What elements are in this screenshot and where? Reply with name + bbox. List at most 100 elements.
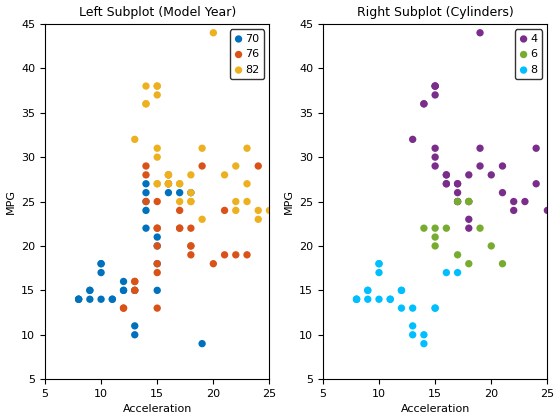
- 8: [352, 296, 361, 302]
- 8: [363, 287, 372, 294]
- 6: [442, 225, 451, 231]
- 8: [352, 296, 361, 302]
- 6: [464, 198, 473, 205]
- 4: [464, 198, 473, 205]
- Legend: 70, 76, 82: 70, 76, 82: [230, 29, 264, 79]
- 76: [186, 252, 195, 258]
- 8: [363, 296, 372, 302]
- 70: [130, 323, 139, 329]
- 70: [85, 287, 94, 294]
- 82: [231, 198, 240, 205]
- 82: [186, 198, 195, 205]
- 76: [209, 260, 218, 267]
- 4: [543, 207, 552, 214]
- 4: [464, 216, 473, 223]
- 76: [142, 163, 151, 169]
- 4: [475, 145, 484, 152]
- 76: [153, 243, 162, 249]
- 82: [175, 198, 184, 205]
- 8: [431, 305, 440, 312]
- 4: [509, 198, 518, 205]
- 4: [431, 83, 440, 89]
- 4: [453, 181, 462, 187]
- 76: [153, 260, 162, 267]
- 82: [186, 189, 195, 196]
- 70: [175, 189, 184, 196]
- 8: [408, 305, 417, 312]
- 82: [209, 29, 218, 36]
- 82: [142, 100, 151, 107]
- 76: [220, 207, 229, 214]
- 6: [431, 225, 440, 231]
- 8: [442, 269, 451, 276]
- 4: [453, 181, 462, 187]
- 4: [431, 145, 440, 152]
- 4: [498, 189, 507, 196]
- Legend: 4, 6, 8: 4, 6, 8: [515, 29, 542, 79]
- 8: [408, 323, 417, 329]
- X-axis label: Acceleration: Acceleration: [123, 404, 192, 415]
- 82: [231, 163, 240, 169]
- 70: [119, 278, 128, 285]
- 82: [220, 171, 229, 178]
- 8: [386, 296, 395, 302]
- 82: [164, 181, 173, 187]
- 82: [164, 181, 173, 187]
- 82: [254, 216, 263, 223]
- 76: [186, 243, 195, 249]
- Y-axis label: MPG: MPG: [6, 189, 16, 214]
- 76: [242, 252, 251, 258]
- 4: [442, 181, 451, 187]
- 70: [108, 296, 117, 302]
- 76: [198, 163, 207, 169]
- 8: [453, 269, 462, 276]
- 8: [408, 331, 417, 338]
- 82: [164, 171, 173, 178]
- 8: [431, 305, 440, 312]
- 8: [397, 305, 406, 312]
- 82: [153, 83, 162, 89]
- 82: [175, 181, 184, 187]
- 76: [254, 163, 263, 169]
- 82: [186, 198, 195, 205]
- 70: [142, 207, 151, 214]
- 4: [509, 207, 518, 214]
- 76: [153, 198, 162, 205]
- 82: [231, 207, 240, 214]
- 70: [74, 296, 83, 302]
- 76: [153, 225, 162, 231]
- Title: Right Subplot (Cylinders): Right Subplot (Cylinders): [357, 5, 514, 18]
- 70: [153, 234, 162, 240]
- 82: [142, 83, 151, 89]
- 70: [142, 181, 151, 187]
- 70: [119, 287, 128, 294]
- 82: [198, 145, 207, 152]
- 6: [464, 198, 473, 205]
- 76: [142, 198, 151, 205]
- 4: [453, 189, 462, 196]
- 4: [442, 181, 451, 187]
- 82: [242, 181, 251, 187]
- X-axis label: Acceleration: Acceleration: [400, 404, 470, 415]
- 4: [464, 225, 473, 231]
- 4: [419, 100, 428, 107]
- Title: Left Subplot (Model Year): Left Subplot (Model Year): [78, 5, 236, 18]
- 70: [142, 198, 151, 205]
- 8: [375, 260, 384, 267]
- 6: [431, 234, 440, 240]
- 82: [153, 181, 162, 187]
- 6: [464, 260, 473, 267]
- 8: [363, 287, 372, 294]
- 76: [130, 287, 139, 294]
- 8: [352, 296, 361, 302]
- 76: [220, 252, 229, 258]
- 4: [431, 154, 440, 160]
- 82: [186, 171, 195, 178]
- 70: [198, 340, 207, 347]
- 70: [97, 269, 106, 276]
- 82: [153, 92, 162, 98]
- 6: [487, 243, 496, 249]
- 70: [142, 189, 151, 196]
- 70: [85, 296, 94, 302]
- 76: [119, 305, 128, 312]
